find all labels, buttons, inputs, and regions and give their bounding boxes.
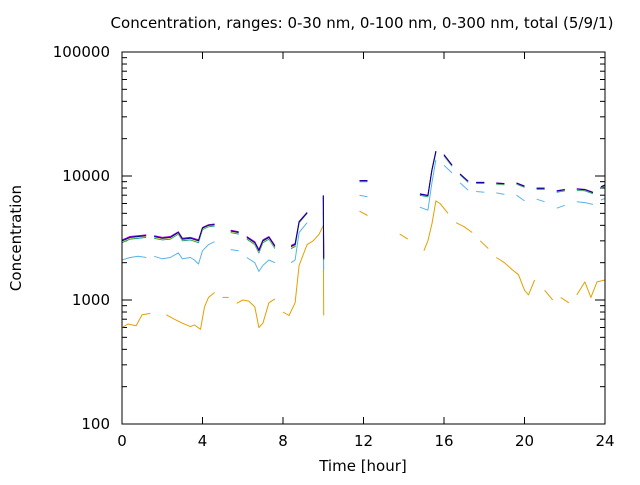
x-tick-label: 20 <box>515 432 534 450</box>
x-tick-label: 4 <box>198 432 208 450</box>
x-tick-label: 12 <box>354 432 373 450</box>
chart-title: Concentration, ranges: 0-30 nm, 0-100 nm… <box>111 14 614 32</box>
series-line-2-segment-22 <box>476 192 484 193</box>
y-axis-label: Concentration <box>7 185 25 291</box>
x-tick-label: 24 <box>595 432 614 450</box>
series-line-6-segment-23 <box>496 183 504 184</box>
x-tick-label: 0 <box>117 432 127 450</box>
y-tick-label: 100000 <box>53 43 110 61</box>
y-tick-label: 100 <box>81 415 110 433</box>
x-tick-label: 8 <box>278 432 288 450</box>
y-tick-label: 10000 <box>62 167 110 185</box>
x-axis-label: Time [hour] <box>318 457 407 475</box>
x-tick-label: 16 <box>434 432 453 450</box>
y-tick-label: 1000 <box>72 291 110 309</box>
